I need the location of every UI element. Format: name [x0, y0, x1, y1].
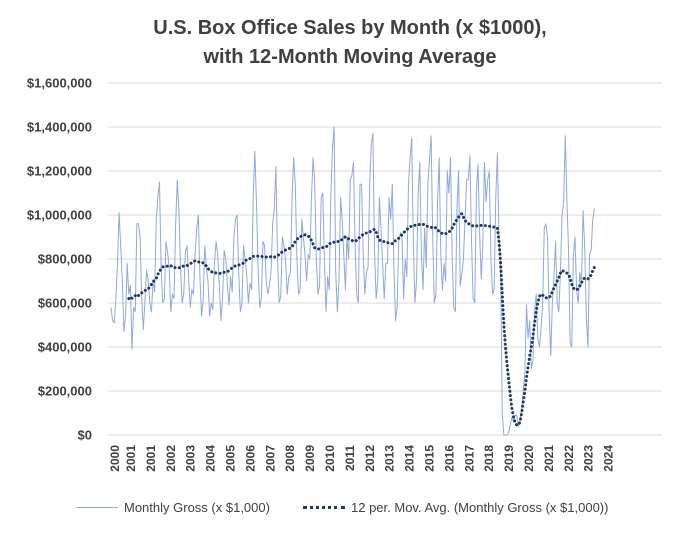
x-tick-label: 2012 [363, 445, 377, 472]
x-axis-tick-labels: 2000 2001 2001 2002 2003 2004 2005 2006 2007 2008… [108, 445, 616, 472]
y-axis-tick-labels: $0 $200,000 $400,000 $600,000 $800,000 $1,000… [27, 76, 92, 443]
chart-title-line-2: with 12-Month Moving Average [203, 46, 497, 68]
x-tick-label: 2022 [562, 445, 576, 472]
chart-title-line-1: U.S. Box Office Sales by Month (x $1000)… [153, 17, 547, 39]
y-tick-label: $1,600,000 [27, 76, 92, 91]
x-tick-label: 2013 [383, 445, 397, 472]
legend-item-moving-average: 12 per. Mov. Avg. (Monthly Gross (x $1,0… [303, 500, 608, 515]
x-tick-label: 2009 [303, 445, 317, 472]
x-tick-label: 2002 [164, 445, 178, 472]
x-tick-label: 2007 [263, 445, 277, 472]
y-tick-label: $1,400,000 [27, 120, 92, 135]
legend-item-monthly: Monthly Gross (x $1,000) [76, 500, 270, 515]
y-tick-label: $1,000,000 [27, 208, 92, 223]
x-tick-label: 2019 [502, 445, 516, 472]
legend-swatch-moving-average-line [303, 506, 345, 509]
x-tick-label: 2020 [522, 445, 536, 472]
x-tick-label: 2000 [108, 445, 122, 472]
y-tick-label: $1,200,000 [27, 164, 92, 179]
x-tick-label: 2005 [224, 445, 238, 472]
x-tick-label: 2004 [204, 445, 218, 472]
x-tick-label: 2008 [283, 445, 297, 472]
legend-label-monthly: Monthly Gross (x $1,000) [124, 500, 270, 515]
x-tick-label: 2014 [403, 445, 417, 472]
y-tick-label: $0 [78, 428, 92, 443]
x-tick-label: 2003 [184, 445, 198, 472]
series-moving-average-line [127, 212, 596, 427]
x-tick-label: 2024 [602, 445, 616, 472]
x-tick-label: 2018 [482, 445, 496, 472]
x-tick-label: 2011 [343, 445, 357, 471]
legend: Monthly Gross (x $1,000) 12 per. Mov. Av… [0, 498, 700, 522]
x-tick-label: 2015 [423, 445, 437, 472]
x-tick-label: 2010 [323, 445, 337, 472]
y-tick-label: $600,000 [38, 296, 92, 311]
legend-swatch-monthly-line [76, 507, 118, 508]
x-tick-label: 2023 [582, 445, 596, 472]
series-lines [110, 126, 596, 436]
y-tick-label: $400,000 [38, 340, 92, 355]
legend-label-moving-average: 12 per. Mov. Avg. (Monthly Gross (x $1,0… [351, 500, 609, 515]
x-tick-label: 2017 [462, 445, 476, 472]
series-monthly-gross-line [110, 126, 595, 436]
x-tick-label: 2001 [144, 445, 158, 472]
x-tick-label: 2006 [243, 445, 257, 472]
gridlines [108, 82, 662, 436]
y-tick-label: $200,000 [38, 384, 92, 399]
x-tick-label: 2001 [124, 445, 138, 472]
x-tick-label: 2016 [442, 445, 456, 472]
chart-title: U.S. Box Office Sales by Month (x $1000)… [0, 14, 700, 72]
y-tick-label: $800,000 [38, 252, 92, 267]
x-tick-label: 2021 [542, 445, 556, 472]
